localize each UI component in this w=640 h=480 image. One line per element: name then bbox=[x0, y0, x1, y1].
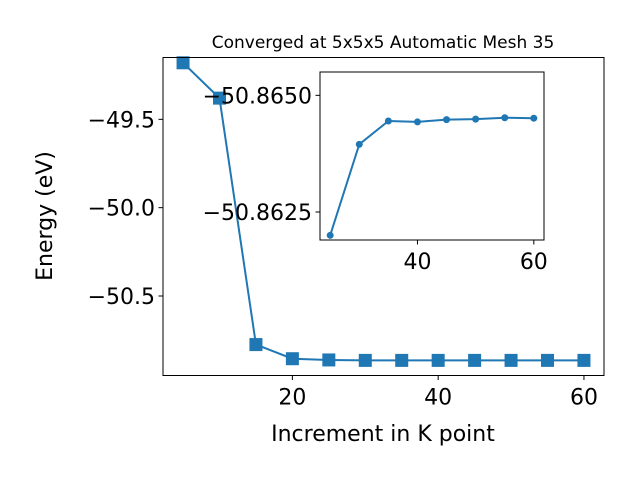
inset-plot-frame bbox=[319, 71, 545, 241]
main-data-point bbox=[322, 353, 336, 367]
main-data-point bbox=[541, 353, 555, 367]
inset-background bbox=[320, 72, 544, 240]
main-data-point bbox=[358, 353, 372, 367]
inset-data-point bbox=[472, 115, 480, 123]
inset-x-ticks: 40 60 bbox=[403, 240, 548, 275]
inset-y-tick-label: −50.8625 bbox=[203, 201, 312, 226]
inset-data-point bbox=[384, 117, 392, 125]
inset-x-tick-label: 40 bbox=[403, 250, 431, 275]
main-x-tick-label: 40 bbox=[424, 386, 452, 411]
main-x-tick-label: 20 bbox=[278, 386, 306, 411]
main-y-tick-label: −49.5 bbox=[88, 108, 155, 133]
main-data-point bbox=[431, 353, 445, 367]
main-data-point bbox=[577, 353, 591, 367]
inset-data-point bbox=[355, 140, 363, 148]
inset-data-point bbox=[443, 116, 451, 124]
inset-data-point bbox=[530, 114, 538, 122]
chart-title: Converged at 5x5x5 Automatic Mesh 35 bbox=[212, 33, 555, 53]
main-data-point bbox=[504, 353, 518, 367]
main-y-tick-label: −50.0 bbox=[88, 197, 155, 222]
inset-x-tick-label: 60 bbox=[520, 250, 548, 275]
main-data-point bbox=[212, 91, 226, 105]
main-y-tick-label: −50.5 bbox=[88, 285, 155, 310]
main-data-point bbox=[468, 353, 482, 367]
inset-series-line bbox=[329, 116, 534, 236]
main-x-ticks: 20 40 60 bbox=[278, 375, 598, 411]
main-data-point bbox=[249, 338, 263, 352]
main-series bbox=[176, 56, 591, 367]
y-axis-label: Energy (eV) bbox=[33, 151, 58, 281]
inset-data-point bbox=[501, 114, 509, 122]
main-x-tick-label: 60 bbox=[570, 386, 598, 411]
main-plot-frame bbox=[162, 57, 605, 376]
main-axes: Converged at 5x5x5 Automatic Mesh 35 20 4… bbox=[33, 33, 605, 447]
main-data-point bbox=[395, 353, 409, 367]
main-data-point bbox=[285, 352, 299, 366]
inset-data-point bbox=[413, 118, 421, 126]
main-y-ticks: −49.5 −50.0 −50.5 bbox=[88, 108, 163, 310]
x-axis-label: Increment in K point bbox=[271, 422, 495, 447]
main-data-point bbox=[176, 56, 190, 70]
inset-y-ticks: −50.8650 −50.8625 bbox=[203, 84, 320, 226]
inset-axes: 40 60 −50.8650 −50.8625 bbox=[203, 71, 548, 275]
inset-y-tick-label: −50.8650 bbox=[203, 84, 312, 109]
inset-series bbox=[326, 114, 538, 239]
inset-data-point bbox=[326, 231, 334, 239]
